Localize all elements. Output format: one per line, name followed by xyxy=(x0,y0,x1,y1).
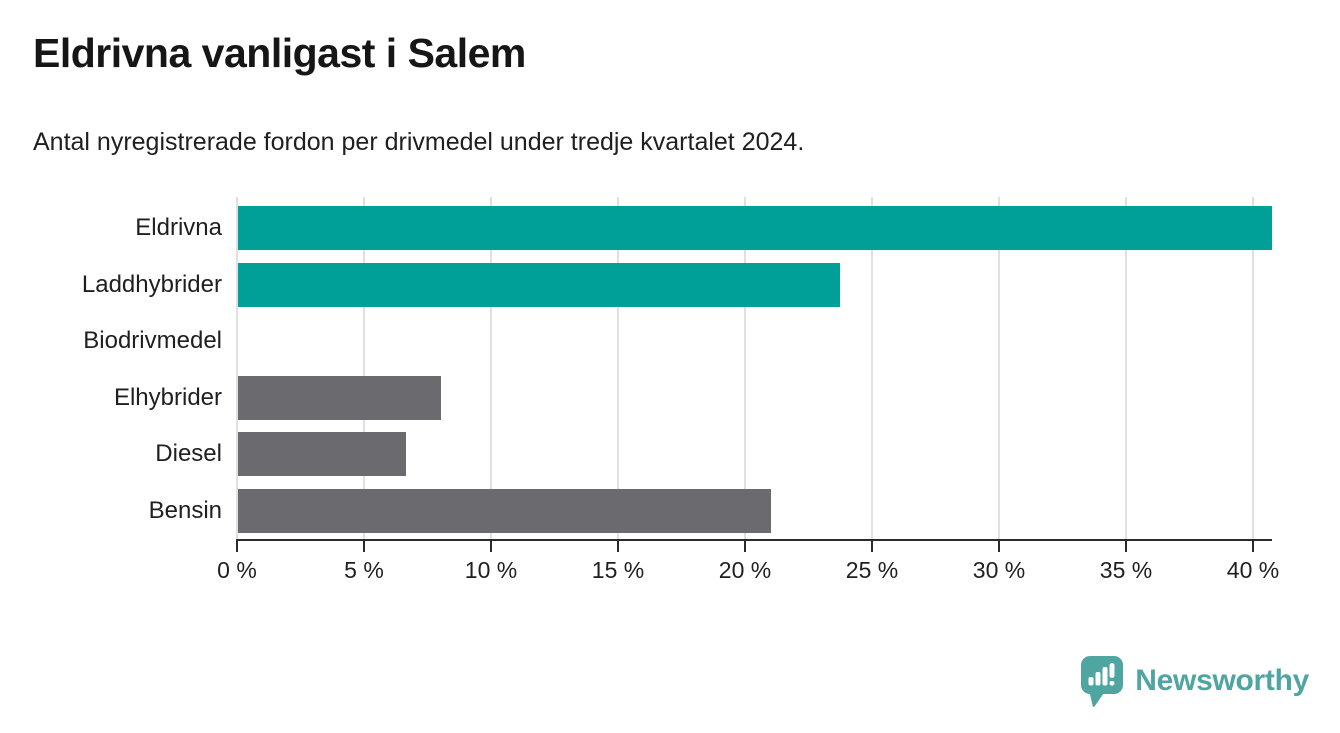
gridline xyxy=(1125,197,1127,540)
category-label: Laddhybrider xyxy=(81,270,222,298)
bar-chart: Eldrivna Laddhybrider Biodrivmedel Elhybrid… xyxy=(81,197,1280,583)
x-axis-label: 15 % xyxy=(591,557,645,583)
chart-subtitle: Antal nyregistrerade fordon per drivmede… xyxy=(33,128,805,156)
category-label: Diesel xyxy=(155,440,222,468)
chart-title: Eldrivna vanligast i Salem xyxy=(33,30,526,76)
x-axis-tick xyxy=(1125,541,1127,552)
category-label: Bensin xyxy=(148,497,222,524)
x-axis-label: 40 % xyxy=(1226,557,1280,583)
x-axis-label: 35 % xyxy=(1099,557,1153,583)
bar-elhybrider xyxy=(238,375,442,420)
x-axis-label: 0 % xyxy=(217,557,257,583)
gridline xyxy=(490,197,492,540)
gridline xyxy=(998,197,1000,540)
category-label: Elhybrider xyxy=(113,383,222,411)
x-axis-tick xyxy=(998,541,1000,552)
bar-laddhybrider xyxy=(238,262,840,307)
gridline xyxy=(617,197,619,540)
category-label: Eldrivna xyxy=(135,214,222,241)
bar-eldrivna xyxy=(238,206,1272,250)
newsworthy-speech-bubble-bar-chart-icon xyxy=(1081,656,1124,708)
x-axis-tick xyxy=(236,541,238,552)
x-axis-tick xyxy=(617,541,619,552)
x-axis-label: 5 % xyxy=(344,557,384,583)
x-axis-tick xyxy=(744,541,746,552)
bar-bensin xyxy=(238,489,772,533)
x-axis-label: 20 % xyxy=(718,557,772,583)
x-axis-label: 30 % xyxy=(972,557,1026,583)
gridline xyxy=(1252,197,1254,540)
x-axis-label: 25 % xyxy=(845,557,899,583)
x-axis-tick xyxy=(363,541,365,552)
x-axis-tick xyxy=(490,541,492,552)
x-axis-line xyxy=(236,539,1272,541)
bar-diesel xyxy=(238,432,406,477)
gridline xyxy=(871,197,873,540)
x-axis-tick xyxy=(871,541,873,552)
newsworthy-wordmark: Newsworthy xyxy=(1135,664,1309,697)
gridline xyxy=(744,197,746,540)
gridline xyxy=(236,197,238,540)
gridline xyxy=(363,197,365,540)
category-label: Biodrivmedel xyxy=(83,327,222,355)
newsworthy-logo: Newsworthy xyxy=(1079,654,1309,708)
x-axis-tick xyxy=(1252,541,1254,552)
x-axis-label: 10 % xyxy=(464,557,518,583)
